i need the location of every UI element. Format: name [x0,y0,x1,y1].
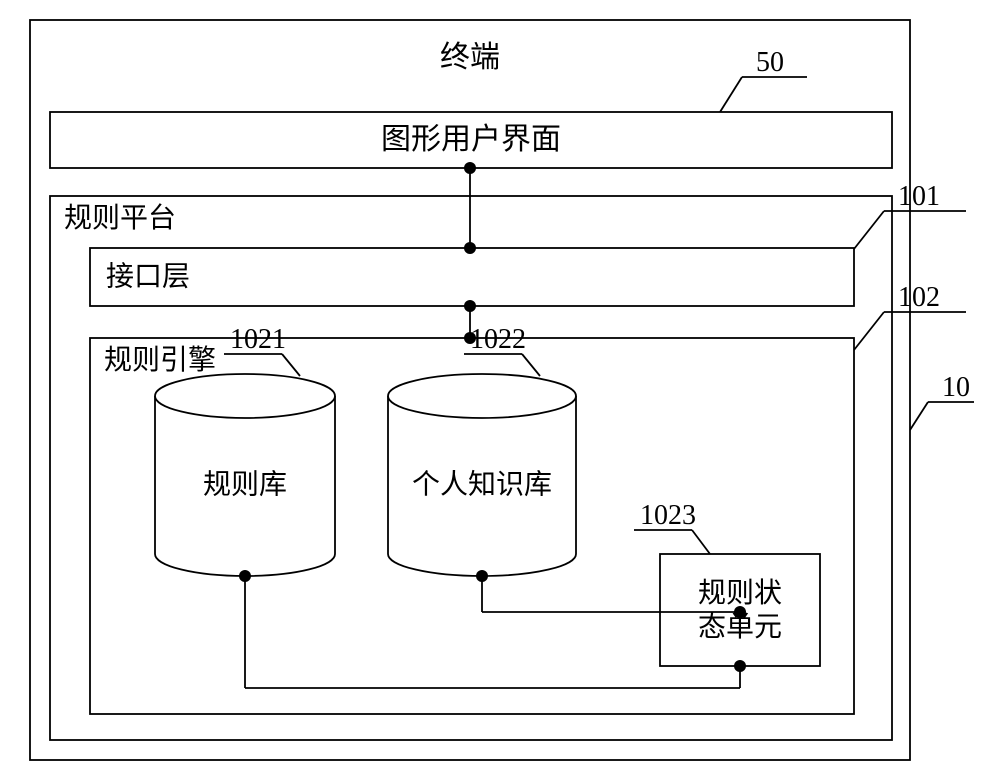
interface-box [90,248,854,306]
ref-number: 1023 [640,500,696,531]
ref-leader [854,312,884,350]
personal-kb-label: 个人知识库 [412,468,552,500]
platform-label: 规则平台 [64,202,176,234]
rule-lib-label: 规则库 [203,468,287,500]
ref-leader [692,530,710,554]
ref-number: 50 [756,47,784,78]
ref-leader [282,354,300,376]
ref-number: 10 [942,372,970,403]
interface-label: 接口层 [106,260,190,292]
ref-leader [910,402,928,430]
ref-number: 1022 [470,324,526,355]
connector-dot [464,162,476,174]
engine-wiring [239,570,746,688]
state-unit-label-1: 规则状 [698,577,782,609]
ref-leader [522,354,540,376]
connector-dot [464,242,476,254]
ref-number: 101 [898,181,940,212]
ref-leader [854,211,884,249]
ref-number: 102 [898,282,940,313]
ref-leader [720,77,742,112]
ref-number: 1021 [230,324,286,355]
connector-dot [464,300,476,312]
engine-label: 规则引擎 [104,344,216,376]
gui-label: 图形用户界面 [381,123,561,156]
terminal-title: 终端 [440,41,500,74]
